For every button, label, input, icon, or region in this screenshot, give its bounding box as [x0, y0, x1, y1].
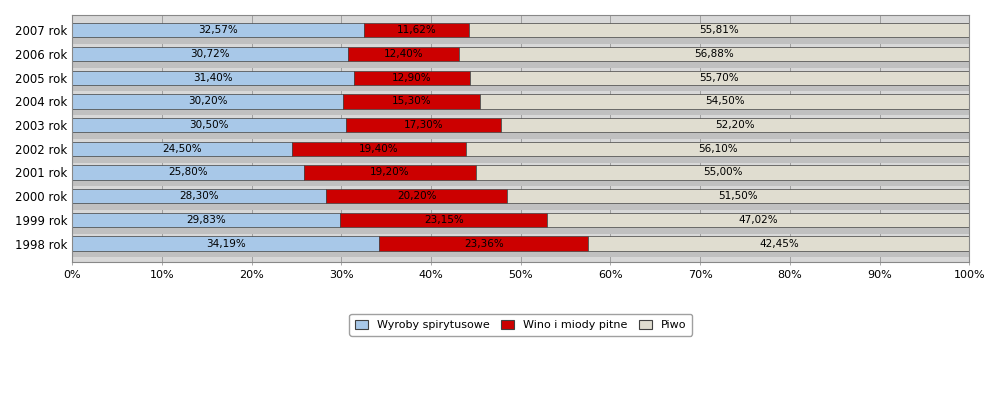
Bar — [547, 213, 969, 227]
Text: 30,20%: 30,20% — [188, 96, 228, 106]
Bar — [72, 165, 304, 180]
Bar — [343, 94, 480, 108]
Bar — [304, 165, 476, 180]
Bar — [340, 213, 547, 227]
Bar — [72, 180, 969, 186]
Text: 55,81%: 55,81% — [699, 25, 739, 35]
Bar — [459, 47, 969, 61]
Bar — [72, 23, 364, 37]
Legend: Wyroby spirytusowe, Wino i miody pitne, Piwo: Wyroby spirytusowe, Wino i miody pitne, … — [349, 314, 692, 336]
Text: 34,19%: 34,19% — [206, 239, 246, 249]
Bar — [364, 23, 469, 37]
Bar — [470, 71, 969, 85]
Bar — [72, 237, 379, 251]
Bar — [72, 71, 354, 85]
Text: 24,50%: 24,50% — [162, 144, 202, 154]
Text: 51,50%: 51,50% — [718, 191, 758, 201]
Text: 12,40%: 12,40% — [384, 49, 423, 59]
Text: 19,40%: 19,40% — [359, 144, 399, 154]
Bar — [72, 213, 340, 227]
Bar — [326, 189, 507, 203]
Bar — [72, 203, 969, 210]
Text: 54,50%: 54,50% — [705, 96, 745, 106]
Text: 25,80%: 25,80% — [168, 168, 208, 177]
Text: 31,40%: 31,40% — [193, 73, 233, 83]
Text: 11,62%: 11,62% — [397, 25, 436, 35]
Text: 55,00%: 55,00% — [703, 168, 742, 177]
Bar — [72, 108, 969, 115]
Text: 32,57%: 32,57% — [199, 25, 238, 35]
Bar — [72, 156, 969, 162]
Text: 56,88%: 56,88% — [694, 49, 734, 59]
Text: 29,83%: 29,83% — [186, 215, 226, 225]
Text: 20,20%: 20,20% — [397, 191, 436, 201]
Bar — [501, 118, 969, 132]
Text: 28,30%: 28,30% — [179, 191, 219, 201]
Bar — [72, 189, 326, 203]
Bar — [466, 142, 969, 156]
Bar — [72, 251, 969, 257]
Text: 15,30%: 15,30% — [392, 96, 432, 106]
Bar — [354, 71, 470, 85]
Text: 12,90%: 12,90% — [392, 73, 432, 83]
Bar — [72, 47, 348, 61]
Text: 56,10%: 56,10% — [698, 144, 737, 154]
Bar — [72, 94, 343, 108]
Bar — [379, 237, 588, 251]
Text: 23,36%: 23,36% — [464, 239, 504, 249]
Bar — [507, 189, 969, 203]
Text: 23,15%: 23,15% — [424, 215, 464, 225]
Bar — [72, 37, 969, 44]
Bar — [292, 142, 466, 156]
Bar — [72, 227, 969, 234]
Bar — [476, 165, 969, 180]
Bar — [588, 237, 969, 251]
Bar — [346, 118, 501, 132]
Text: 30,72%: 30,72% — [190, 49, 230, 59]
Text: 17,30%: 17,30% — [404, 120, 443, 130]
Bar — [72, 85, 969, 91]
Bar — [72, 132, 969, 139]
Text: 19,20%: 19,20% — [370, 168, 410, 177]
Text: 55,70%: 55,70% — [700, 73, 739, 83]
Bar — [72, 61, 969, 68]
Bar — [72, 142, 292, 156]
Bar — [72, 118, 346, 132]
Bar — [469, 23, 969, 37]
Text: 42,45%: 42,45% — [759, 239, 799, 249]
Bar — [348, 47, 459, 61]
Text: 52,20%: 52,20% — [715, 120, 755, 130]
Bar — [480, 94, 969, 108]
Text: 47,02%: 47,02% — [739, 215, 778, 225]
Text: 30,50%: 30,50% — [189, 120, 229, 130]
